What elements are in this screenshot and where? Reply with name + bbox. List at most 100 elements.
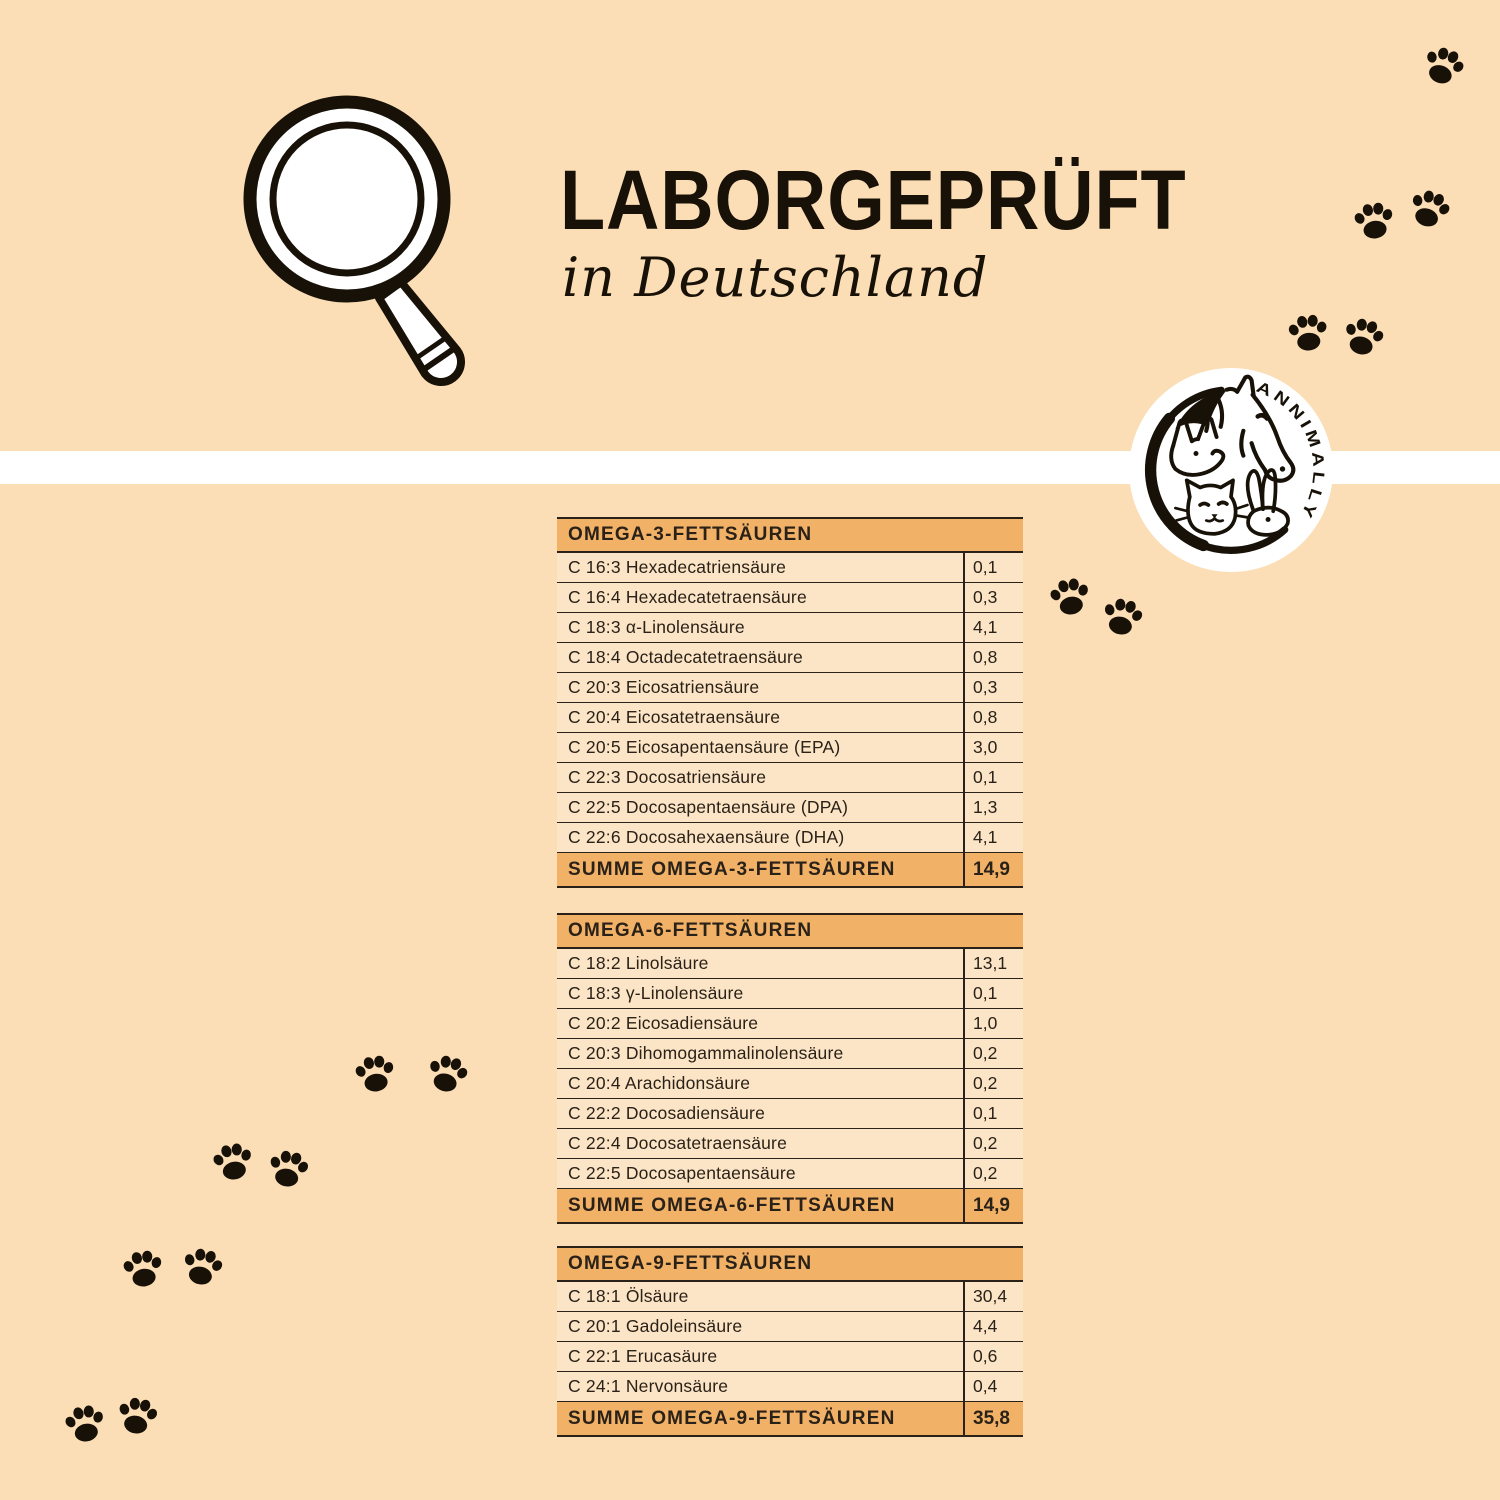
fatty-acid-label: C 24:1 Nervonsäure — [568, 1376, 729, 1396]
table-row: C 22:6 Docosahexaensäure (DHA) 4,1 — [557, 823, 1023, 853]
paw-print-glyph — [355, 1055, 394, 1092]
paw-print-icon — [1401, 182, 1456, 237]
fatty-acid-value: 35,8 — [963, 1402, 1023, 1435]
fatty-acid-value: 3,0 — [963, 733, 1023, 762]
table-row: C 16:3 Hexadecatriensäure 0,1 — [557, 553, 1023, 583]
table-row: C 20:1 Gadoleinsäure 4,4 — [557, 1312, 1023, 1342]
table-row: C 22:5 Docosapentaensäure 0,2 — [557, 1159, 1023, 1189]
fatty-acid-value: 4,4 — [963, 1312, 1023, 1341]
table-row: C 22:4 Docosatetraensäure 0,2 — [557, 1129, 1023, 1159]
paw-print-glyph — [1354, 202, 1393, 239]
fatty-acid-label: C 18:3 γ-Linolensäure — [568, 983, 744, 1003]
fatty-acid-label: C 20:4 Arachidonsäure — [568, 1073, 751, 1093]
table-row: C 18:3 γ-Linolensäure 0,1 — [557, 979, 1023, 1009]
fatty-acid-label: C 22:2 Docosadiensäure — [568, 1103, 766, 1123]
fatty-acid-value: 14,9 — [963, 853, 1023, 886]
paw-print-icon — [118, 1245, 168, 1295]
fatty-acid-label: C 20:3 Dihomogammalinolensäure — [568, 1043, 844, 1063]
table-summary-row: SUMME OMEGA-6-FETTSÄUREN 14,9 — [557, 1189, 1023, 1222]
fatty-acid-value: 1,0 — [963, 1009, 1023, 1038]
fatty-acid-label: SUMME OMEGA-3-FETTSÄUREN — [568, 858, 896, 880]
fatty-acid-table: OMEGA-3-FETTSÄUREN C 16:3 Hexadecatriensä… — [557, 517, 1023, 888]
paw-print-icon — [1349, 197, 1399, 247]
logo-arc-thick — [1145, 412, 1210, 552]
table-title: OMEGA-6-FETTSÄUREN — [557, 915, 1023, 949]
table-row: C 20:5 Eicosapentaensäure (EPA) 3,0 — [557, 733, 1023, 763]
paw-print-glyph — [213, 1143, 251, 1180]
table-row: C 20:4 Eicosatetraensäure 0,8 — [557, 703, 1023, 733]
paw-print-glyph — [184, 1248, 223, 1285]
table-row: C 18:2 Linolsäure 13,1 — [557, 949, 1023, 979]
fatty-acid-table: OMEGA-6-FETTSÄUREN C 18:2 Linolsäure 13,1 C… — [557, 913, 1023, 1224]
paw-print-glyph — [65, 1405, 103, 1442]
magnifier-handle-stripe — [420, 345, 458, 373]
cat-icon — [1174, 478, 1249, 536]
fatty-acid-label: C 20:1 Gadoleinsäure — [568, 1316, 743, 1336]
fatty-acid-table: OMEGA-9-FETTSÄUREN C 18:1 Ölsäure 30,4 C 20… — [557, 1246, 1023, 1437]
paw-print-glyph — [1427, 47, 1464, 84]
fatty-acid-label: C 20:5 Eicosapentaensäure (EPA) — [568, 737, 841, 757]
fatty-acid-label: C 22:5 Docosapentaensäure — [568, 1163, 796, 1183]
fatty-acid-value: 0,1 — [963, 763, 1023, 792]
fatty-acid-value: 0,6 — [963, 1342, 1023, 1371]
magnifying-glass-icon — [243, 95, 465, 386]
fatty-acid-label: C 22:5 Docosapentaensäure (DPA) — [568, 797, 849, 817]
fatty-acid-label: C 22:1 Erucasäure — [568, 1346, 718, 1366]
paw-print-glyph — [430, 1055, 468, 1092]
table-summary-row: SUMME OMEGA-3-FETTSÄUREN 14,9 — [557, 853, 1023, 886]
fatty-acid-value: 0,4 — [963, 1372, 1023, 1401]
paw-print-icon — [208, 1138, 259, 1189]
fatty-acid-label: C 20:2 Eicosadiensäure — [568, 1013, 759, 1033]
fatty-acid-value: 0,2 — [963, 1159, 1023, 1188]
page-subtitle: in Deutschland — [562, 246, 989, 309]
fatty-acid-value: 1,3 — [963, 793, 1023, 822]
fatty-acid-label: C 20:3 Eicosatriensäure — [568, 677, 760, 697]
magnifier-inner-ring — [269, 121, 425, 277]
fatty-acid-value: 0,3 — [963, 583, 1023, 612]
paw-print-icon — [1284, 310, 1332, 358]
fatty-acid-value: 0,1 — [963, 1099, 1023, 1128]
table-row: C 20:4 Arachidonsäure 0,2 — [557, 1069, 1023, 1099]
dog-icon — [1169, 415, 1226, 477]
table-row: C 20:2 Eicosadiensäure 1,0 — [557, 1009, 1023, 1039]
table-row: C 24:1 Nervonsäure 0,4 — [557, 1372, 1023, 1402]
rabbit-icon — [1245, 468, 1290, 537]
fatty-acid-label: C 18:3 α-Linolensäure — [568, 617, 745, 637]
paw-print-icon — [1415, 39, 1471, 95]
paw-print-icon — [1096, 592, 1148, 644]
paw-print-icon — [112, 1392, 163, 1443]
table-row: C 22:5 Docosapentaensäure (DPA) 1,3 — [557, 793, 1023, 823]
annimally-logo: ANNIMALLY — [1129, 368, 1333, 572]
fatty-acid-value: 0,2 — [963, 1039, 1023, 1068]
fatty-acid-value: 0,8 — [963, 703, 1023, 732]
paw-print-icon — [176, 1242, 228, 1294]
fatty-acid-value: 0,1 — [963, 553, 1023, 582]
fatty-acid-label: C 18:1 Ölsäure — [568, 1286, 689, 1306]
table-title: OMEGA-9-FETTSÄUREN — [557, 1248, 1023, 1282]
magnifier-handle-stripe — [412, 334, 450, 362]
fatty-acid-value: 0,8 — [963, 643, 1023, 672]
paw-print-glyph — [123, 1250, 162, 1287]
horse-icon — [1175, 374, 1296, 483]
paw-print-icon — [60, 1400, 111, 1451]
fatty-acid-label: C 18:2 Linolsäure — [568, 953, 709, 973]
fatty-acid-value: 0,1 — [963, 979, 1023, 1008]
table-summary-row: SUMME OMEGA-9-FETTSÄUREN 35,8 — [557, 1402, 1023, 1435]
paw-print-icon — [350, 1050, 400, 1100]
fatty-acid-value: 30,4 — [963, 1282, 1023, 1311]
fatty-acid-value: 4,1 — [963, 823, 1023, 852]
fatty-acid-label: SUMME OMEGA-9-FETTSÄUREN — [568, 1407, 896, 1429]
fatty-acid-label: SUMME OMEGA-6-FETTSÄUREN — [568, 1194, 896, 1216]
fatty-acid-value: 0,2 — [963, 1129, 1023, 1158]
table-row: C 22:1 Erucasäure 0,6 — [557, 1342, 1023, 1372]
paw-print-glyph — [270, 1150, 309, 1187]
fatty-acid-label: C 22:6 Docosahexaensäure (DHA) — [568, 827, 845, 847]
paw-print-icon — [420, 1048, 473, 1101]
fatty-acid-value: 0,3 — [963, 673, 1023, 702]
logo-circle — [1129, 368, 1333, 572]
magnifier-handle — [375, 278, 465, 386]
fatty-acid-value: 13,1 — [963, 949, 1023, 978]
paw-print-glyph — [1346, 318, 1384, 355]
table-row: C 20:3 Eicosatriensäure 0,3 — [557, 673, 1023, 703]
paw-print-icon — [1045, 573, 1096, 624]
